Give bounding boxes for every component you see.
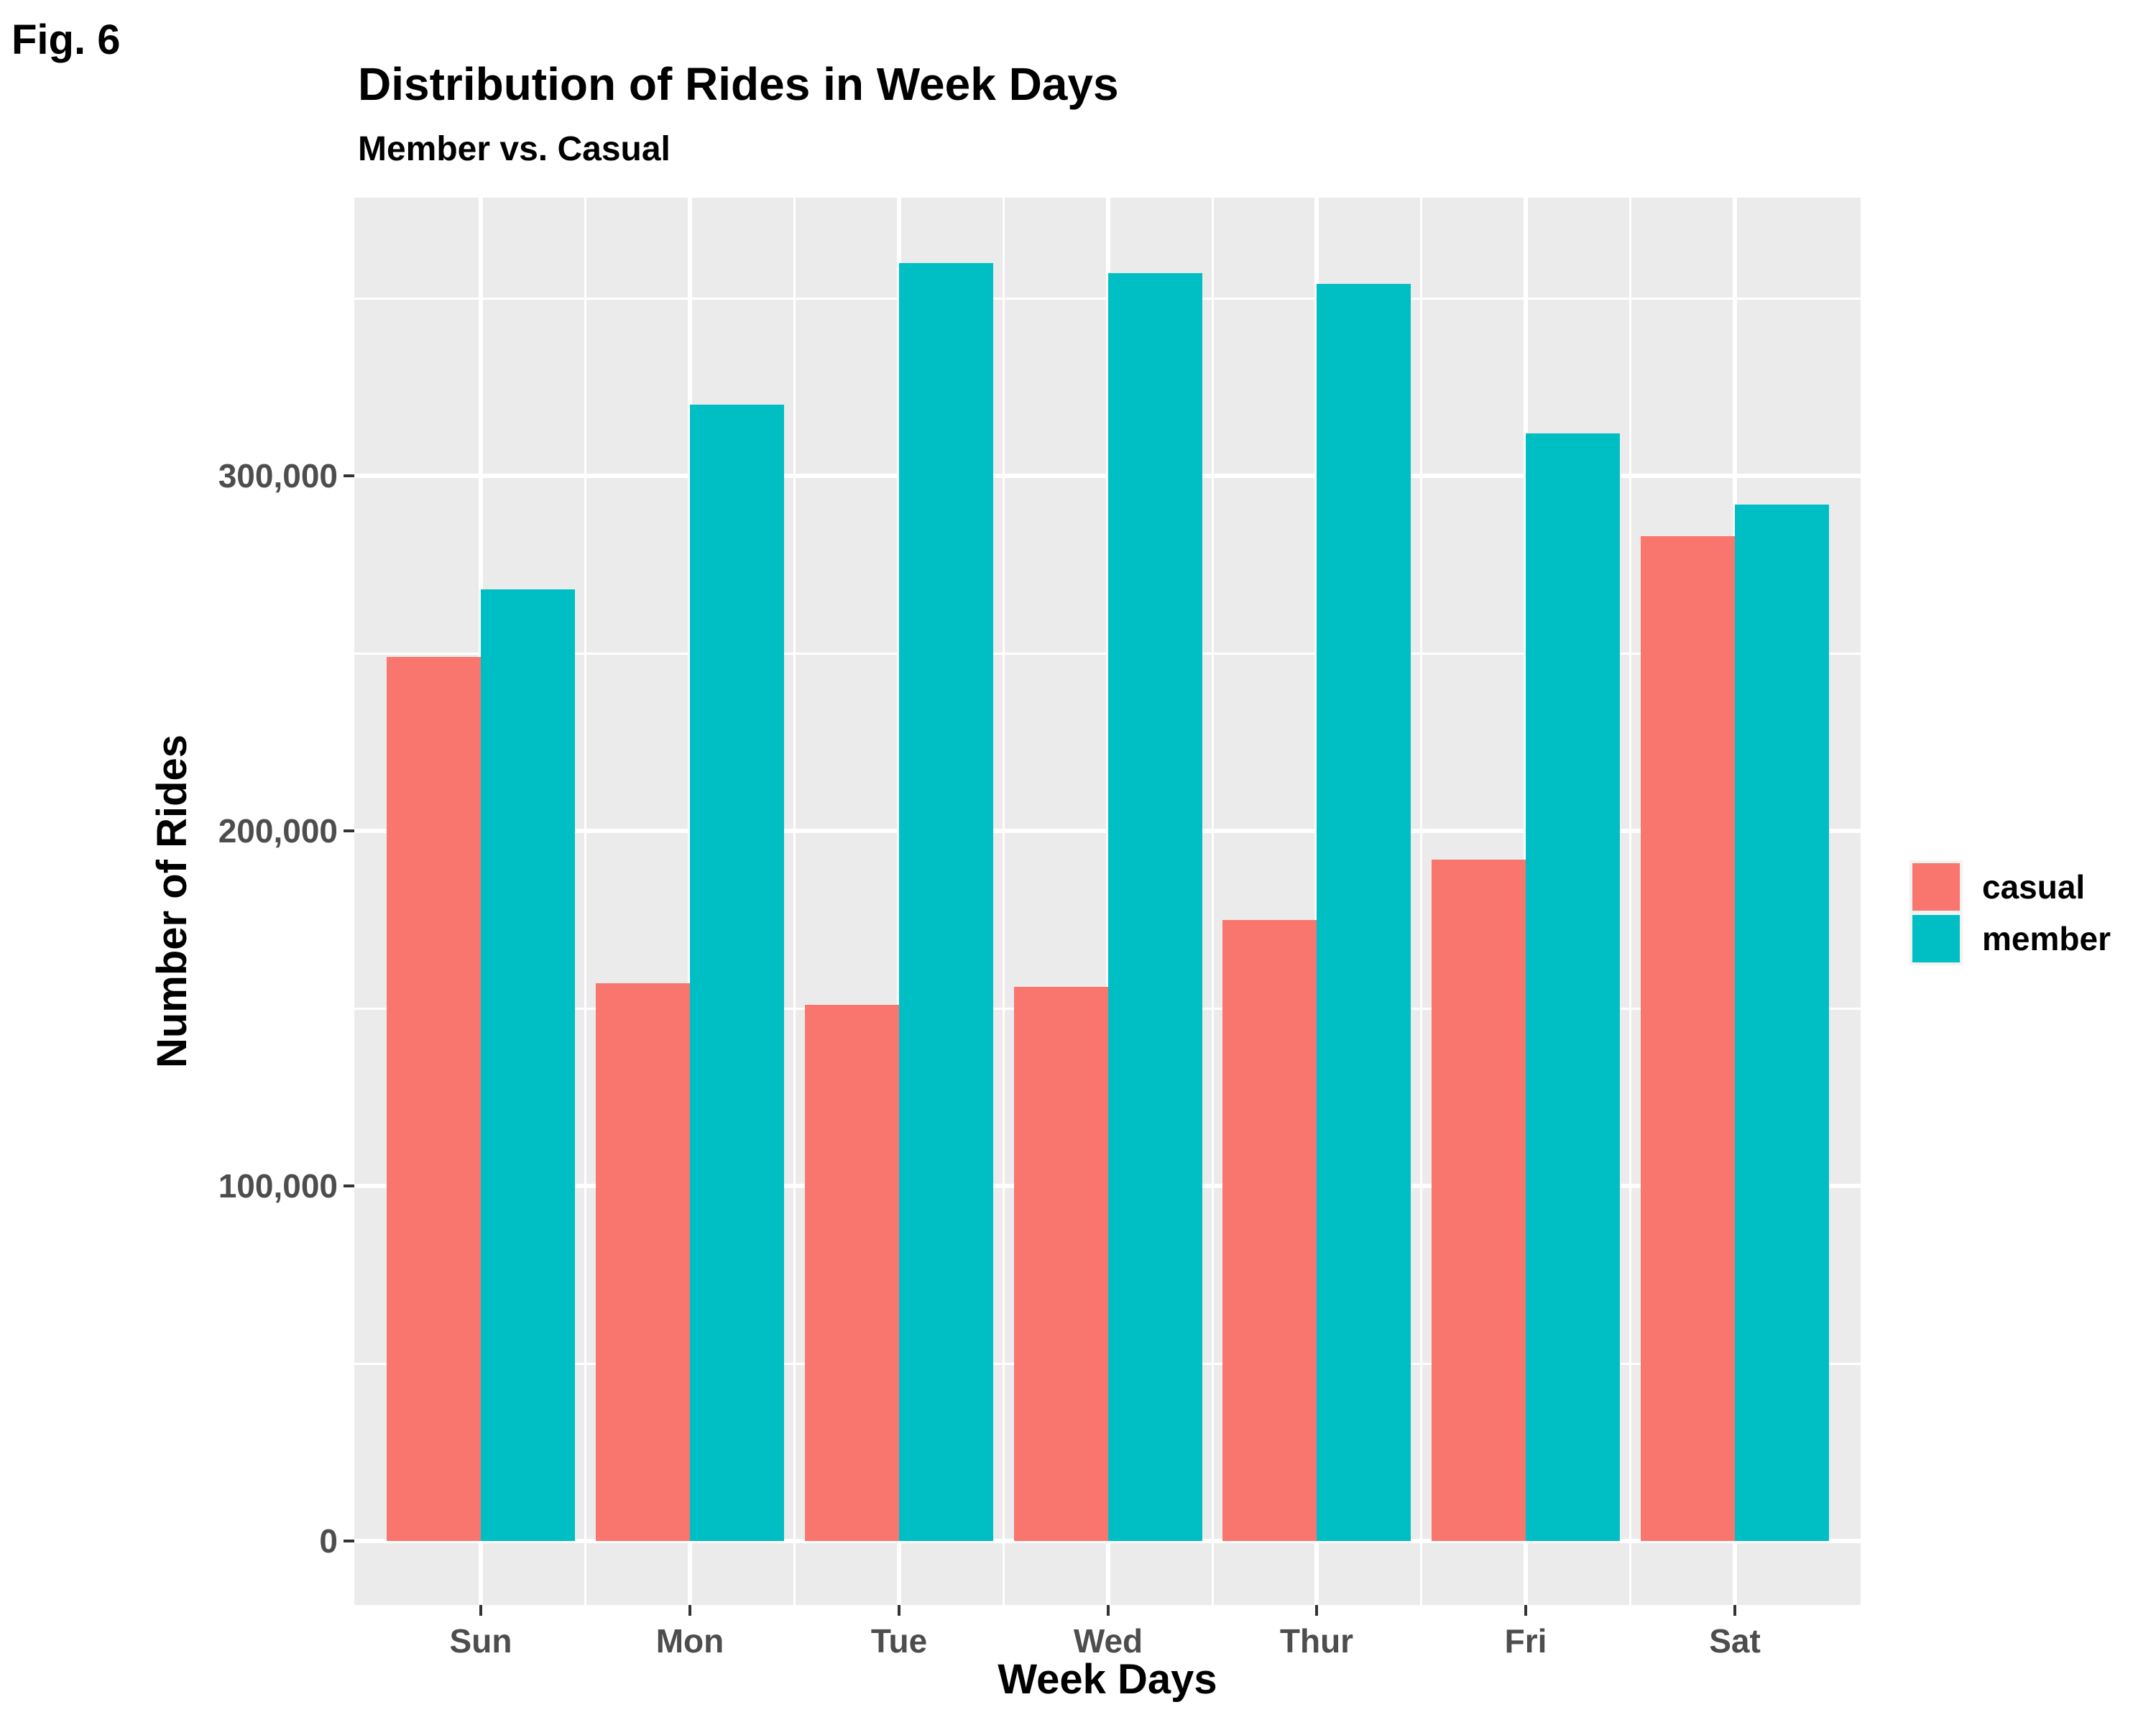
bar-casual-tue bbox=[805, 1005, 899, 1541]
x-tick-label-sat: Sat bbox=[1709, 1622, 1761, 1660]
gridline-minor-v bbox=[1211, 198, 1214, 1605]
gridline-minor-v bbox=[1420, 198, 1422, 1605]
x-tick bbox=[1315, 1605, 1318, 1616]
y-tick-label: 200,000 bbox=[218, 812, 338, 850]
chart-title: Distribution of Rides in Week Days bbox=[358, 58, 1119, 110]
bar-member-thur bbox=[1317, 284, 1411, 1541]
y-axis-title: Number of Rides bbox=[149, 734, 195, 1069]
x-tick-label-thur: Thur bbox=[1279, 1622, 1354, 1660]
x-tick bbox=[1107, 1605, 1110, 1616]
legend-label-member: member bbox=[1982, 920, 2111, 957]
bar-member-wed bbox=[1108, 273, 1202, 1541]
legend-swatch-casual bbox=[1912, 863, 1960, 911]
chart-subtitle: Member vs. Casual bbox=[358, 130, 671, 168]
x-tick bbox=[1733, 1605, 1736, 1616]
gridline-minor-v bbox=[1003, 198, 1005, 1605]
x-tick bbox=[1524, 1605, 1527, 1616]
legend-swatch-member bbox=[1912, 915, 1960, 962]
y-tick-label: 100,000 bbox=[218, 1167, 338, 1205]
gridline-minor-v bbox=[1629, 198, 1631, 1605]
x-tick-label-tue: Tue bbox=[870, 1622, 928, 1660]
bar-casual-sat bbox=[1641, 535, 1735, 1541]
y-tick-label: 0 bbox=[319, 1522, 338, 1560]
bar-member-sun bbox=[481, 589, 575, 1541]
y-tick-label: 300,000 bbox=[218, 457, 338, 494]
bar-member-mon bbox=[690, 405, 784, 1541]
y-tick bbox=[344, 474, 354, 477]
bar-casual-fri bbox=[1432, 859, 1526, 1541]
x-tick bbox=[898, 1605, 900, 1616]
x-tick bbox=[688, 1605, 691, 1616]
bar-casual-wed bbox=[1014, 987, 1108, 1541]
y-tick bbox=[344, 1184, 354, 1187]
y-tick bbox=[344, 829, 354, 832]
x-tick-label-fri: Fri bbox=[1504, 1622, 1547, 1660]
plot-panel bbox=[354, 198, 1861, 1605]
legend-key-casual bbox=[1909, 860, 1963, 914]
x-tick-label-wed: Wed bbox=[1073, 1622, 1143, 1660]
legend-label-casual: casual bbox=[1982, 868, 2086, 906]
bar-casual-sun bbox=[387, 656, 481, 1541]
y-tick bbox=[344, 1540, 354, 1542]
bar-member-sat bbox=[1735, 504, 1829, 1541]
bar-casual-thur bbox=[1222, 919, 1317, 1541]
bar-member-fri bbox=[1526, 433, 1620, 1541]
x-axis-title: Week Days bbox=[998, 1656, 1217, 1703]
x-tick bbox=[479, 1605, 482, 1616]
bar-casual-mon bbox=[596, 983, 690, 1541]
x-tick-label-sun: Sun bbox=[449, 1622, 512, 1660]
gridline-minor-v bbox=[793, 198, 796, 1605]
figure-number: Fig. 6 bbox=[11, 17, 121, 63]
gridline-minor-v bbox=[584, 198, 586, 1605]
bar-member-tue bbox=[899, 262, 993, 1541]
x-tick-label-mon: Mon bbox=[655, 1622, 724, 1660]
legend-key-member bbox=[1909, 912, 1963, 965]
